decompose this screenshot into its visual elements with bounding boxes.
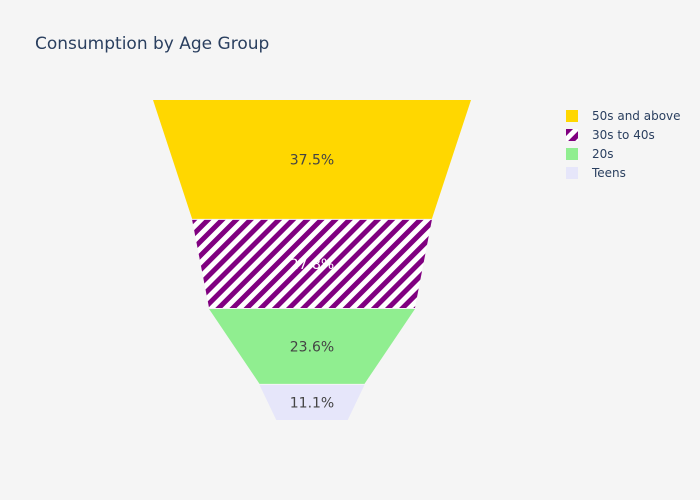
legend-label: Teens	[592, 165, 626, 180]
legend-swatch	[566, 147, 578, 160]
chart-title: Consumption by Age Group	[35, 34, 270, 54]
legend-swatch	[566, 128, 578, 141]
funnel-stage-3	[209, 309, 415, 384]
funnel-stage-2	[192, 219, 432, 309]
legend: 50s and above 30s to 40s 20s Teens	[566, 106, 681, 182]
funnel-stage-4	[259, 384, 365, 420]
legend-label: 20s	[592, 146, 614, 161]
legend-item-3[interactable]: 20s	[566, 144, 681, 163]
data-label-2: 27.8%	[290, 257, 334, 273]
legend-label: 30s to 40s	[592, 127, 655, 142]
funnel-labels: 37.5% 27.8% 23.6% 11.1%	[290, 152, 334, 411]
data-label-1: 37.5%	[290, 152, 334, 168]
legend-swatch	[566, 109, 578, 122]
data-label-3: 23.6%	[290, 339, 334, 355]
funnel-stage-1	[153, 100, 471, 219]
legend-item-4[interactable]: Teens	[566, 163, 681, 182]
data-label-4: 11.1%	[290, 395, 334, 411]
legend-item-1[interactable]: 50s and above	[566, 106, 681, 125]
funnel-stages	[153, 100, 471, 420]
legend-label: 50s and above	[592, 108, 681, 123]
legend-swatch	[566, 166, 578, 179]
legend-item-2[interactable]: 30s to 40s	[566, 125, 681, 144]
